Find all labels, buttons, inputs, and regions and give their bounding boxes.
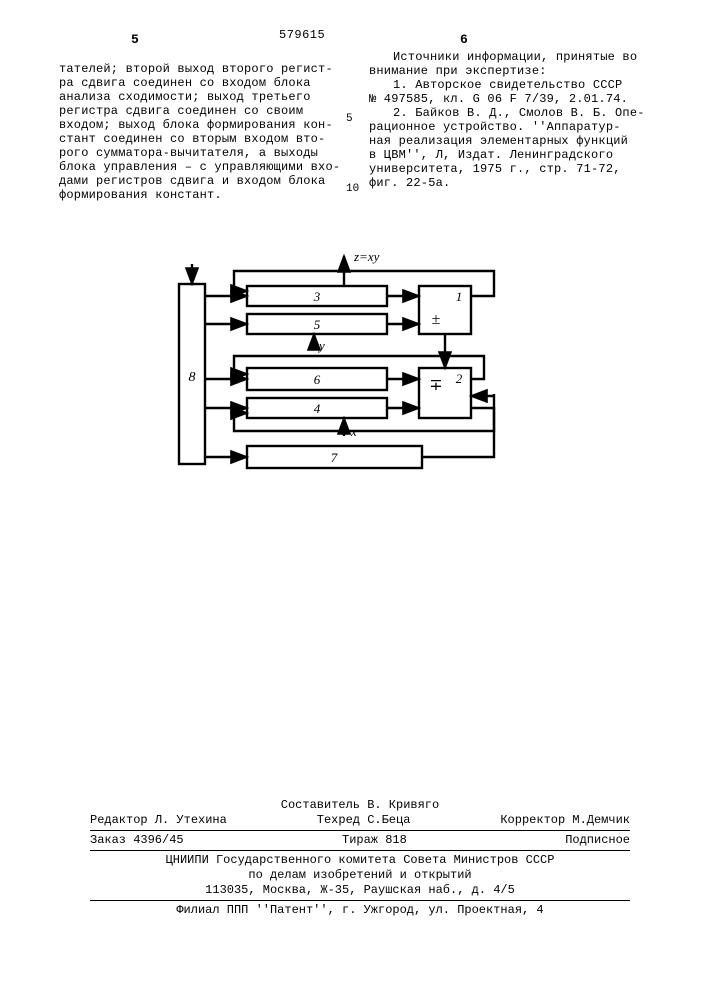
column-number-right: 6 <box>460 32 468 47</box>
node-3-label: 3 <box>313 289 321 304</box>
node-6-label: 6 <box>314 372 321 387</box>
node-4-label: 4 <box>314 401 321 416</box>
filial: Филиал ППП ''Патент'', г. Ужгород, ул. П… <box>90 903 630 918</box>
document-number: 579615 <box>279 28 325 42</box>
corrector: Корректор М.Демчик <box>500 813 630 828</box>
column-number-left: 5 <box>131 32 139 47</box>
right-p2: 1. Авторское свидетельство СССР № 497585… <box>369 78 659 106</box>
right-p3: 2. Байков В. Д., Смолов В. Б. Опе- рацио… <box>369 106 659 190</box>
right-column-text: Источники информации, принятые во вниман… <box>369 50 659 190</box>
print-run: Тираж 818 <box>342 833 407 848</box>
node-8-label: 8 <box>189 370 196 385</box>
org-line-2: по делам изобретений и открытий <box>90 868 630 883</box>
subscription: Подписное <box>565 833 630 848</box>
page: 579615 5 6 тателей; второй выход второго… <box>0 0 707 1000</box>
address-1: 113035, Москва, Ж-35, Раушская наб., д. … <box>90 883 630 898</box>
order-number: Заказ 4396/45 <box>90 833 184 848</box>
left-column-text: тателей; второй выход второго регист- ра… <box>59 62 349 202</box>
org-line-1: ЦНИИПИ Государственного комитета Совета … <box>90 853 630 868</box>
mp-symbol: ∓ <box>429 377 442 394</box>
composer: Составитель В. Кривяго <box>90 798 630 813</box>
right-p1: Источники информации, принятые во вниман… <box>369 50 659 78</box>
y-label: y <box>317 338 325 353</box>
editor: Редактор Л. Утехина <box>90 813 227 828</box>
node-5-label: 5 <box>314 317 321 332</box>
block-diagram: 8 3 5 1 ± 6 4 2 ∓ <box>139 246 539 506</box>
node-2-label: 2 <box>456 371 463 386</box>
z-label: z=xy <box>353 249 380 264</box>
imprint-block: Составитель В. Кривяго Редактор Л. Утехи… <box>90 798 630 918</box>
line-mark-10: 10 <box>346 183 359 195</box>
tech-editor: Техред С.Беца <box>317 813 411 828</box>
node-1-label: 1 <box>456 289 463 304</box>
pm-symbol: ± <box>432 311 441 328</box>
line-mark-5: 5 <box>346 113 353 125</box>
node-7-label: 7 <box>331 450 338 465</box>
